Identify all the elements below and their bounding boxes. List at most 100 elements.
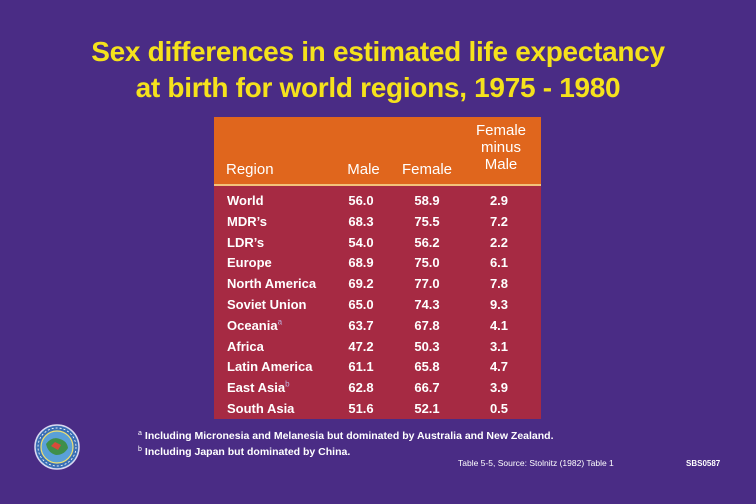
source-citation: Table 5-5, Source: Stolnitz (1982) Table… [458, 458, 614, 468]
header-region: Region [226, 161, 274, 178]
region-cell-text: Latin America [227, 359, 313, 375]
male-cell: 51.6 [336, 398, 386, 419]
difference-cell-text: 7.2 [489, 213, 509, 229]
female-cell: 75.5 [402, 211, 452, 232]
table-row: Soviet Union 65.0 74.3 9.3 [214, 294, 541, 315]
female-cell: 50.3 [402, 336, 452, 357]
institution-seal-icon [34, 424, 80, 470]
difference-cell: 6.1 [474, 252, 524, 273]
male-cell-text: 56.0 [348, 193, 374, 208]
female-cell: 74.3 [402, 294, 452, 315]
region-cell-text: Europe [227, 255, 272, 271]
region-cell-text: Africa [227, 338, 264, 354]
difference-cell-text: 9.3 [489, 297, 509, 312]
female-cell-text: 75.0 [414, 255, 440, 271]
region-cell: Soviet Union [227, 294, 306, 315]
region-cell: Europe [227, 252, 272, 273]
difference-cell-text: 2.9 [489, 193, 509, 208]
footnote-a: a Including Micronesia and Melanesia but … [138, 430, 554, 443]
region-cell: North America [227, 273, 316, 294]
female-cell-text: 50.3 [414, 338, 440, 354]
region-cell: East Asiab [227, 377, 290, 398]
female-cell-text: 56.2 [414, 234, 440, 250]
table-row: East Asiab 62.8 66.7 3.9 [214, 377, 541, 398]
difference-cell: 3.9 [474, 377, 524, 398]
male-cell-text: 61.1 [348, 359, 374, 375]
difference-cell-text: 4.1 [489, 317, 509, 333]
region-cell: MDR’s [227, 211, 267, 232]
region-cell: Africa [227, 336, 264, 357]
footnote-marker: a [277, 317, 283, 327]
female-cell: 56.2 [402, 232, 452, 253]
female-cell: 52.1 [402, 398, 452, 419]
male-cell: 69.2 [336, 273, 386, 294]
footnote-b-text: Including Japan but dominated by China. [144, 446, 351, 458]
region-cell: South Asia [227, 398, 294, 419]
difference-cell: 2.2 [474, 232, 524, 253]
difference-cell-text: 3.9 [489, 380, 509, 396]
region-cell: Latin America [227, 356, 313, 377]
male-cell: 68.3 [336, 211, 386, 232]
female-cell: 65.8 [402, 356, 452, 377]
female-cell: 75.0 [402, 252, 452, 273]
male-cell-text: 62.8 [348, 380, 374, 396]
header-difference-line-1: Female [475, 122, 527, 139]
table-row: MDR’s 68.3 75.5 7.2 [214, 211, 541, 232]
male-cell-text: 65.0 [348, 297, 374, 312]
table-row: Oceaniaa 63.7 67.8 4.1 [214, 315, 541, 336]
table-row: Africa 47.2 50.3 3.1 [214, 336, 541, 357]
female-cell-text: 75.5 [414, 213, 440, 229]
header-female: Female [401, 161, 453, 178]
male-cell: 65.0 [336, 294, 386, 315]
female-cell-text: 74.3 [414, 297, 440, 312]
female-cell-text: 58.9 [414, 193, 440, 208]
table-row: Latin America 61.1 65.8 4.7 [214, 356, 541, 377]
difference-cell: 9.3 [474, 294, 524, 315]
male-cell: 54.0 [336, 232, 386, 253]
region-cell: World [227, 190, 264, 211]
difference-cell: 4.7 [474, 356, 524, 377]
male-cell-text: 51.6 [348, 401, 374, 416]
region-cell-text: North America [227, 276, 317, 292]
female-cell: 67.8 [402, 315, 452, 336]
title-line-1: Sex differences in estimated life expect… [91, 36, 665, 67]
male-cell: 47.2 [336, 336, 386, 357]
table-row: LDR’s 54.0 56.2 2.2 [214, 232, 541, 253]
table-row: North America 69.2 77.0 7.8 [214, 273, 541, 294]
male-cell-text: 68.3 [348, 213, 374, 229]
header-divider [214, 184, 541, 186]
header-difference-line-2: minus [480, 139, 521, 156]
region-cell-text: World [227, 193, 264, 208]
difference-cell-text: 3.1 [489, 338, 509, 354]
female-cell: 58.9 [402, 190, 452, 211]
difference-cell: 7.2 [474, 211, 524, 232]
female-cell-text: 52.1 [414, 401, 440, 416]
footnote-a-mark: a [138, 429, 142, 437]
region-cell-text: South Asia [227, 401, 295, 416]
table-row: Europe 68.9 75.0 6.1 [214, 252, 541, 273]
region-cell-text: LDR’s [227, 234, 265, 250]
male-cell-text: 69.2 [348, 276, 374, 292]
header-difference: Female minus Male [462, 122, 540, 173]
footnote-marker: b [285, 379, 290, 389]
difference-cell-text: 4.7 [489, 359, 509, 375]
region-cell-text: East Asia [227, 380, 286, 396]
female-cell: 66.7 [402, 377, 452, 398]
difference-cell: 3.1 [474, 336, 524, 357]
footnote-b: b Including Japan but dominated by China. [138, 446, 350, 459]
difference-cell-text: 7.8 [489, 276, 509, 292]
title-line-2: at birth for world regions, 1975 - 1980 [135, 72, 621, 103]
female-cell-text: 65.8 [414, 359, 440, 375]
region-cell: LDR’s [227, 232, 264, 253]
footnote-a-text: Including Micronesia and Melanesia but d… [144, 430, 554, 442]
male-cell: 63.7 [336, 315, 386, 336]
slide-title: Sex differences in estimated life expect… [0, 34, 756, 106]
table-row: South Asia 51.6 52.1 0.5 [214, 398, 541, 419]
male-cell: 68.9 [336, 252, 386, 273]
difference-cell: 7.8 [474, 273, 524, 294]
male-cell-text: 47.2 [348, 338, 374, 354]
male-cell-text: 63.7 [348, 317, 374, 333]
female-cell: 77.0 [402, 273, 452, 294]
male-cell: 61.1 [336, 356, 386, 377]
difference-cell: 4.1 [474, 315, 524, 336]
